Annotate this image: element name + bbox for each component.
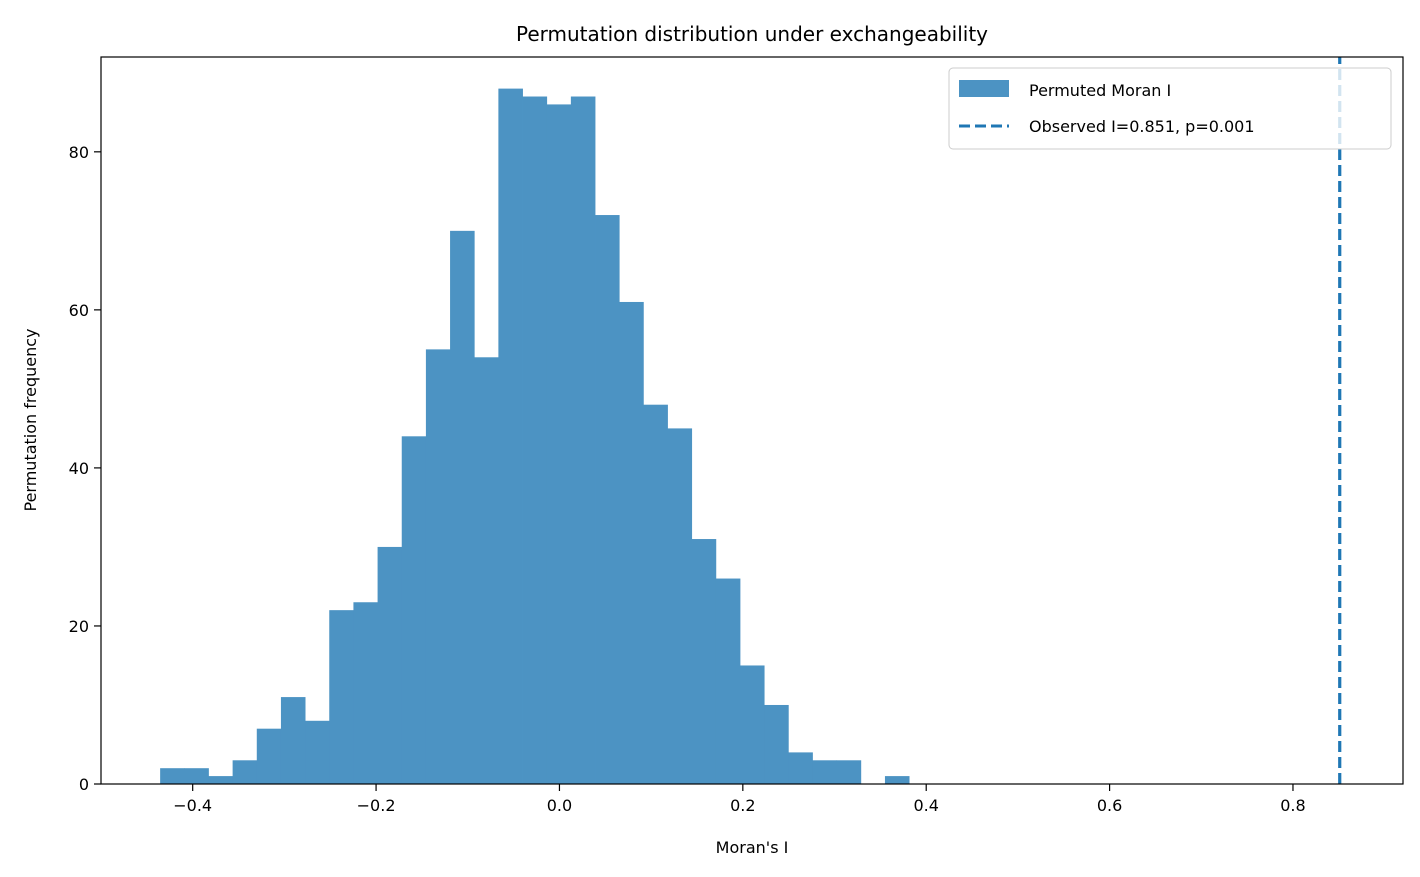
histogram-bar — [595, 215, 620, 785]
histogram-bar — [377, 546, 403, 784]
histogram-bar — [474, 357, 499, 784]
chart-title: Permutation distribution under exchangea… — [516, 22, 988, 46]
histogram-bar — [305, 720, 330, 784]
histogram-bar — [764, 704, 789, 784]
histogram-bar — [570, 96, 596, 785]
histogram-bar — [232, 760, 258, 784]
legend-label-observed: Observed I=0.851, p=0.001 — [1029, 117, 1255, 136]
histogram-bar — [619, 301, 644, 784]
histogram-bar — [208, 776, 234, 784]
histogram-bar — [280, 697, 306, 784]
x-axis-ticks: −0.4 −0.2 0.0 0.2 0.4 0.6 0.8 — [173, 784, 1306, 815]
histogram-bar — [643, 404, 668, 784]
legend-box — [948, 67, 1392, 150]
histogram-bar — [739, 665, 765, 784]
legend: Permuted Moran I Observed I=0.851, p=0.0… — [948, 67, 1392, 150]
histogram-bar — [184, 768, 209, 784]
histogram-bar — [256, 728, 282, 784]
x-tick-label: −0.2 — [357, 796, 396, 815]
histogram-bar — [522, 96, 548, 785]
histogram-bar — [546, 104, 572, 785]
y-tick-label: 20 — [69, 617, 89, 636]
x-tick-label: 0.6 — [1097, 796, 1122, 815]
y-tick-label: 60 — [69, 301, 89, 320]
x-tick-label: 0.8 — [1280, 796, 1305, 815]
y-tick-label: 80 — [69, 143, 89, 162]
histogram-bar — [812, 760, 838, 784]
x-tick-label: −0.4 — [173, 796, 212, 815]
histogram-bar — [450, 230, 475, 784]
histogram-bar — [401, 436, 427, 784]
x-axis-label: Moran's I — [716, 838, 789, 857]
histogram-bar — [160, 768, 185, 784]
histogram-bar — [884, 776, 910, 784]
legend-swatch-permuted — [959, 80, 1009, 97]
y-tick-label: 40 — [69, 459, 89, 478]
histogram-bar — [715, 578, 741, 784]
histogram-bar — [667, 428, 693, 784]
y-axis-ticks: 0 20 40 60 80 — [69, 143, 101, 794]
histogram-bar — [691, 539, 717, 784]
plot-area-frame — [100, 56, 1404, 785]
x-tick-label: 0.4 — [913, 796, 938, 815]
histogram-bar — [836, 760, 862, 784]
y-axis-label: Permutation frequency — [21, 328, 40, 511]
histogram-bar — [788, 752, 813, 784]
histogram-bar — [353, 602, 378, 784]
histogram-bar — [425, 349, 451, 784]
legend-label-permuted: Permuted Moran I — [1029, 81, 1171, 100]
histogram-bar — [329, 610, 354, 784]
y-tick-label: 0 — [79, 775, 89, 794]
x-tick-label: 0.2 — [730, 796, 755, 815]
histogram-bar — [498, 88, 523, 784]
histogram-bars — [160, 88, 910, 785]
x-tick-label: 0.0 — [547, 796, 572, 815]
